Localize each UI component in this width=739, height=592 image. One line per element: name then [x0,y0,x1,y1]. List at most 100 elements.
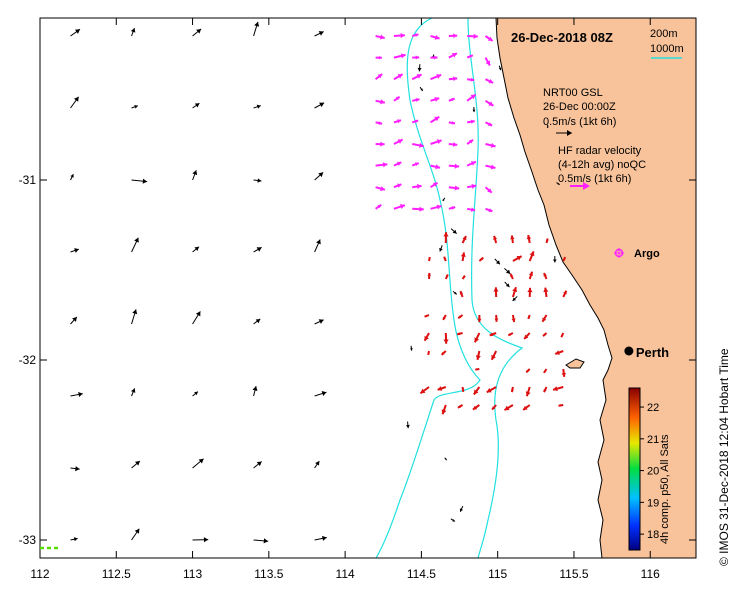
model-legend-arrow [556,130,572,136]
argo-float-marker [614,248,624,258]
hf-radar-arrow [375,34,385,40]
model-current-arrow [442,197,446,202]
x-tick-label: 112 [30,567,49,581]
hf-radar-arrow [448,97,455,102]
x-tick-label: 114 [336,567,355,581]
model-current-arrow [192,391,199,397]
satellite-arrow [441,404,447,415]
model-current-arrow [450,518,456,522]
model-current-arrow [417,64,422,72]
hf-radar-arrow [375,141,385,147]
model-current-arrow [452,290,458,295]
model-current-arrow [498,65,502,71]
y-axis-ticks: -31 -32 -33 [19,173,696,547]
model-current-arrow [253,318,261,325]
hf-radar-arrow [484,186,493,194]
model-current-arrow [192,28,202,37]
model-current-arrow [192,537,209,543]
model-current-arrow [192,102,200,109]
hf-radar-arrow [485,164,496,170]
model-current-arrow [410,345,413,351]
hf-legend-scale: 0.5m/s (1kt 6h) [558,173,631,185]
hf-radar-arrow [467,33,478,39]
model-current-arrow [406,421,410,429]
model-current-arrow [504,281,510,288]
satellite-arrow [477,314,482,323]
hf-radar-arrow [412,183,422,190]
hf-radar-arrow [430,34,440,40]
satellite-arrow [503,404,514,411]
model-current-arrow [253,538,269,544]
satellite-arrow [472,404,480,411]
sst-colorbar [628,387,641,551]
satellite-arrow [522,404,531,411]
model-current-arrow [419,86,424,92]
satellite-arrow [444,274,449,280]
y-tick-label: -32 [19,353,37,367]
satellite-arrow [461,275,466,280]
satellite-arrow [543,386,548,393]
hf-radar-arrow [393,73,404,81]
hf-radar-arrow [467,119,475,124]
model-current-arrow [472,106,476,113]
satellite-arrow [443,256,447,262]
model-current-arrow [314,239,321,253]
hf-radar-arrow [430,181,439,189]
hf-radar-arrow [430,73,442,81]
satellite-arrow [443,232,449,244]
hf-radar-arrow [375,121,383,125]
satellite-arrow [461,386,465,393]
model-current-arrow [252,386,258,397]
x-tick-label: 113 [183,567,202,581]
model-current-arrow [546,124,549,129]
satellite-arrow [511,286,518,298]
satellite-arrow [459,290,464,298]
hf-radar-arrow [411,33,419,37]
hf-radar-arrow [393,53,406,59]
model-current-arrow [314,171,324,181]
hf-radar-arrow [375,186,386,192]
model-current-arrow [504,268,511,275]
isobath-1000m [375,18,481,558]
hf-radar-arrow [375,162,388,168]
colorbar-tick-label: 18 [647,529,659,541]
model-current-arrow [314,460,320,469]
hf-radar-arrow [393,183,402,189]
map-title: 26-Dec-2018 08Z [511,30,613,45]
model-current-arrow [131,104,139,109]
colorbar-ticks: 22 21 20 19 18 [640,402,659,541]
satellite-arrow [461,235,467,244]
model-current-arrow [512,296,518,302]
satellite-arrow [554,350,564,355]
satellite-arrow [542,332,548,337]
satellite-arrow [456,332,463,336]
colorbar-tick-label: 20 [647,466,659,478]
hf-radar-arrow [412,97,420,103]
x-tick-label: 115.5 [559,567,588,581]
hf-radar-arrow [412,206,424,212]
model-current-arrow [70,96,80,109]
satellite-vectors [419,232,568,415]
hf-radar-arrow [375,204,382,210]
hf-radar-arrow [448,206,456,210]
model-current-arrow [70,391,83,398]
satellite-arrow [523,332,531,340]
satellite-arrow [509,273,514,280]
satellite-arrow [510,235,515,244]
model-current-arrow [253,104,261,109]
satellite-arrow [562,290,568,298]
satellite-arrow [511,314,516,323]
hf-radar-arrow [375,55,382,60]
hf-radar-arrow [393,32,405,39]
x-tick-label: 112.5 [102,567,131,581]
rottnest-island [565,358,585,369]
satellite-arrow [475,368,480,371]
hf-radar-arrow [393,204,406,210]
colorbar-tick-label: 21 [647,434,659,446]
satellite-arrow [507,332,514,337]
satellite-arrow [493,287,499,298]
satellite-arrow [493,235,498,244]
satellite-arrow [460,252,466,262]
satellite-arrow [442,314,447,321]
hf-radar-arrow [375,73,383,80]
